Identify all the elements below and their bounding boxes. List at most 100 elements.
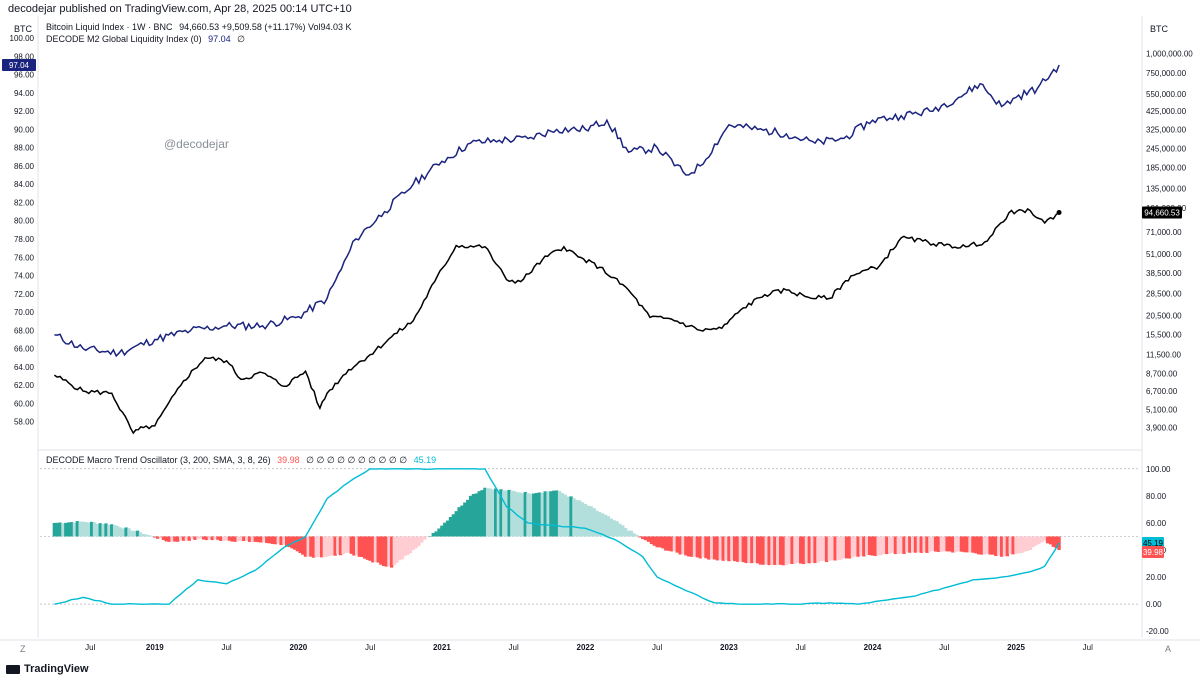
osc-fill-bar xyxy=(349,536,353,554)
m2-axis-tick-label: 80.00 xyxy=(14,217,35,226)
osc-legend-title: DECODE Macro Trend Oscillator (3, 200, S… xyxy=(46,455,271,465)
auto-scale-button[interactable]: A xyxy=(1165,644,1172,654)
osc-fill-bar xyxy=(821,536,826,561)
m2-legend[interactable]: DECODE M2 Global Liquidity Index (0) 97.… xyxy=(46,34,245,45)
osc-axis-tick-label: 0.00 xyxy=(1146,600,1162,609)
osc-fill-bar xyxy=(224,536,229,541)
osc-fill-bar xyxy=(1008,536,1012,554)
osc-legend-value-signal: 45.19 xyxy=(413,455,437,465)
oscillator-legend[interactable]: DECODE Macro Trend Oscillator (3, 200, S… xyxy=(46,455,436,466)
osc-fill-bar xyxy=(764,536,768,565)
osc-signal-line[interactable] xyxy=(54,468,1060,605)
osc-legend-value-fill: 39.98 xyxy=(277,455,300,465)
osc-fill-bar xyxy=(543,491,547,537)
osc-fill-bar xyxy=(865,536,869,556)
osc-fill-bar xyxy=(282,536,286,545)
osc-fill-bar xyxy=(285,536,289,547)
osc-fill-bar xyxy=(408,536,413,554)
osc-fill-bar xyxy=(504,490,509,537)
osc-fill-bar xyxy=(948,536,952,552)
osc-fill-bar xyxy=(336,536,340,554)
osc-fill-bar xyxy=(193,536,197,540)
osc-fill-bar xyxy=(954,536,958,553)
osc-fill-bar xyxy=(1054,536,1058,549)
btc-axis-tick-label: 8,700.00 xyxy=(1146,370,1178,379)
left-axis-unit-label: BTC xyxy=(14,24,32,34)
osc-fill-bar xyxy=(982,536,987,555)
osc-fill-bar xyxy=(598,512,602,537)
osc-fill-bar xyxy=(178,536,183,541)
osc-fill-bar xyxy=(684,536,688,556)
osc-fill-bar xyxy=(190,536,194,539)
tradingview-logo[interactable]: TradingView xyxy=(6,663,89,675)
osc-fill-bar xyxy=(468,495,473,537)
osc-fill-bar xyxy=(81,521,85,537)
osc-fill-bar xyxy=(600,513,605,537)
zoom-corner-button[interactable]: Z xyxy=(20,644,26,654)
m2-axis-tick-label: 90.00 xyxy=(14,125,35,134)
osc-fill-bar xyxy=(623,527,628,537)
osc-fill-bar xyxy=(747,536,751,564)
m2-axis-tick-label: 62.00 xyxy=(14,381,35,390)
osc-fill-bar xyxy=(52,522,57,537)
osc-fill-bar xyxy=(959,536,964,552)
time-axis-label: Jul xyxy=(221,643,231,652)
osc-fill-bar xyxy=(796,536,800,563)
osc-fill-bar xyxy=(239,536,243,541)
osc-fill-bar xyxy=(518,492,522,537)
osc-fill-bar xyxy=(621,525,625,537)
osc-fill-bar xyxy=(641,536,645,540)
osc-fill-bar xyxy=(463,502,467,537)
osc-fill-bar xyxy=(448,516,453,537)
osc-fill-bar xyxy=(956,536,961,552)
osc-fill-bar xyxy=(908,536,912,553)
osc-fill-bar xyxy=(384,536,388,567)
osc-fill-bar xyxy=(988,536,992,555)
osc-signal-value-badge: 45.19 xyxy=(1143,539,1164,548)
osc-fill-bar xyxy=(363,536,367,559)
osc-fill-bar xyxy=(520,493,525,537)
osc-fill-bar xyxy=(540,492,545,537)
osc-fill-bar xyxy=(445,520,450,537)
osc-fill-bar xyxy=(784,536,789,566)
osc-fill-bar xyxy=(451,514,456,537)
btc-price-line[interactable] xyxy=(53,207,1060,435)
m2-liquidity-line[interactable] xyxy=(54,64,1060,358)
osc-fill-bar xyxy=(127,528,131,537)
osc-fill-bar xyxy=(787,536,791,564)
osc-fill-bar xyxy=(632,533,636,537)
time-axis-label: 2025 xyxy=(1007,643,1025,652)
osc-fill-bar xyxy=(454,511,458,537)
osc-fill-bar xyxy=(222,536,226,541)
osc-fill-bar xyxy=(839,536,843,560)
osc-fill-bar xyxy=(273,536,278,545)
osc-fill-bar xyxy=(698,536,702,559)
osc-fill-bar xyxy=(265,536,269,544)
osc-fill-bar xyxy=(414,536,418,549)
osc-fill-bar xyxy=(158,536,163,539)
osc-fill-bar xyxy=(219,536,223,541)
osc-fill-bar xyxy=(306,536,310,557)
time-axis-label: Jul xyxy=(85,643,95,652)
btc-legend[interactable]: Bitcoin Liquid Index · 1W · BNC 94,660.5… xyxy=(46,22,352,32)
osc-fill-bar xyxy=(629,530,634,537)
osc-fill-bar xyxy=(879,536,883,556)
osc-fill-bar xyxy=(72,522,77,537)
osc-fill-bar xyxy=(801,536,806,565)
osc-fill-bar xyxy=(905,536,909,553)
osc-fill-bar xyxy=(443,522,447,537)
osc-fill-bar xyxy=(646,536,651,542)
m2-axis-tick-label: 70.00 xyxy=(14,308,35,317)
osc-fill-bar xyxy=(738,536,743,562)
osc-fill-bar xyxy=(270,536,275,544)
osc-fill-bar xyxy=(933,536,938,552)
osc-fill-bar xyxy=(1048,536,1053,545)
osc-fill-bar xyxy=(730,536,734,561)
btc-axis-tick-label: 325,000.00 xyxy=(1146,125,1187,134)
osc-fill-bar xyxy=(376,536,380,563)
osc-fill-bar xyxy=(379,536,383,565)
tradingview-logo-text: TradingView xyxy=(24,663,89,675)
time-axis-label: Jul xyxy=(1083,643,1093,652)
osc-fill-bar xyxy=(675,536,679,553)
